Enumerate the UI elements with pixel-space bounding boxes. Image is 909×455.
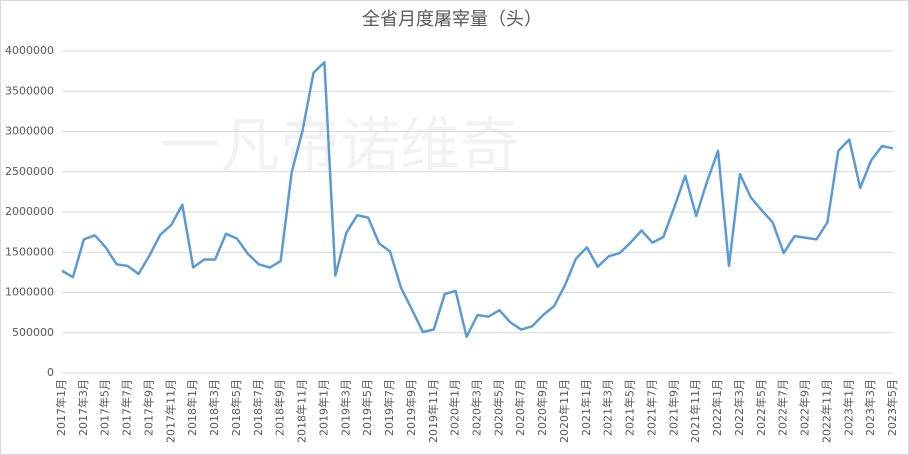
- x-tick-label: 2020年7月: [513, 379, 527, 436]
- y-tick-label: 4000000: [5, 44, 54, 57]
- x-tick-label: 2018年3月: [207, 379, 221, 436]
- x-tick-label: 2017年1月: [54, 379, 68, 436]
- x-tick-label: 2022年3月: [732, 379, 746, 436]
- x-tick-label: 2023年5月: [885, 379, 899, 436]
- x-tick-label: 2018年1月: [185, 379, 199, 436]
- x-tick-label: 2017年5月: [98, 379, 112, 436]
- y-tick-label: 2000000: [5, 205, 54, 218]
- x-tick-label: 2023年1月: [841, 379, 855, 436]
- x-tick-label: 2019年5月: [360, 379, 374, 436]
- x-tick-label: 2020年1月: [448, 379, 462, 436]
- x-tick-label: 2018年9月: [273, 379, 287, 436]
- x-tick-label: 2022年1月: [710, 379, 724, 436]
- x-tick-label: 2021年3月: [601, 379, 615, 436]
- x-tick-label: 2019年3月: [338, 379, 352, 436]
- x-tick-label: 2023年3月: [863, 379, 877, 436]
- x-tick-label: 2020年9月: [535, 379, 549, 436]
- x-tick-label: 2018年11月: [295, 379, 309, 443]
- y-tick-label: 2500000: [5, 165, 54, 178]
- y-tick-label: 1000000: [5, 286, 54, 299]
- x-tick-label: 2021年5月: [623, 379, 637, 436]
- y-tick-label: 0: [47, 366, 54, 379]
- y-tick-label: 1500000: [5, 245, 54, 258]
- watermark: 一凡帝诺维奇: [160, 112, 520, 182]
- y-tick-label: 3500000: [5, 84, 54, 97]
- x-tick-label: 2020年5月: [491, 379, 505, 436]
- x-tick-label: 2018年7月: [251, 379, 265, 436]
- x-tick-label: 2021年1月: [579, 379, 593, 436]
- x-tick-label: 2017年9月: [141, 379, 155, 436]
- x-tick-label: 2020年11月: [557, 379, 571, 443]
- x-tick-label: 2017年7月: [120, 379, 134, 436]
- x-tick-label: 2020年3月: [470, 379, 484, 436]
- x-tick-label: 2021年7月: [644, 379, 658, 436]
- x-tick-label: 2022年7月: [776, 379, 790, 436]
- y-tick-label: 3000000: [5, 125, 54, 138]
- chart-title: 全省月度屠宰量（头）: [362, 9, 542, 30]
- x-tick-label: 2019年11月: [426, 379, 440, 443]
- x-tick-label: 2019年9月: [404, 379, 418, 436]
- data-line: [61, 61, 894, 339]
- x-tick-label: 2022年5月: [754, 379, 768, 436]
- x-tick-label: 2022年9月: [798, 379, 812, 436]
- x-tick-label: 2021年11月: [688, 379, 702, 443]
- x-tick-label: 2018年5月: [229, 379, 243, 436]
- x-tick-label: 2019年1月: [316, 379, 330, 436]
- y-tick-label: 500000: [12, 326, 54, 339]
- x-tick-label: 2021年9月: [666, 379, 680, 436]
- x-tick-label: 2017年11月: [163, 379, 177, 443]
- x-tick-label: 2019年7月: [382, 379, 396, 436]
- x-tick-label: 2017年3月: [76, 379, 90, 436]
- x-tick-label: 2022年11月: [819, 379, 833, 443]
